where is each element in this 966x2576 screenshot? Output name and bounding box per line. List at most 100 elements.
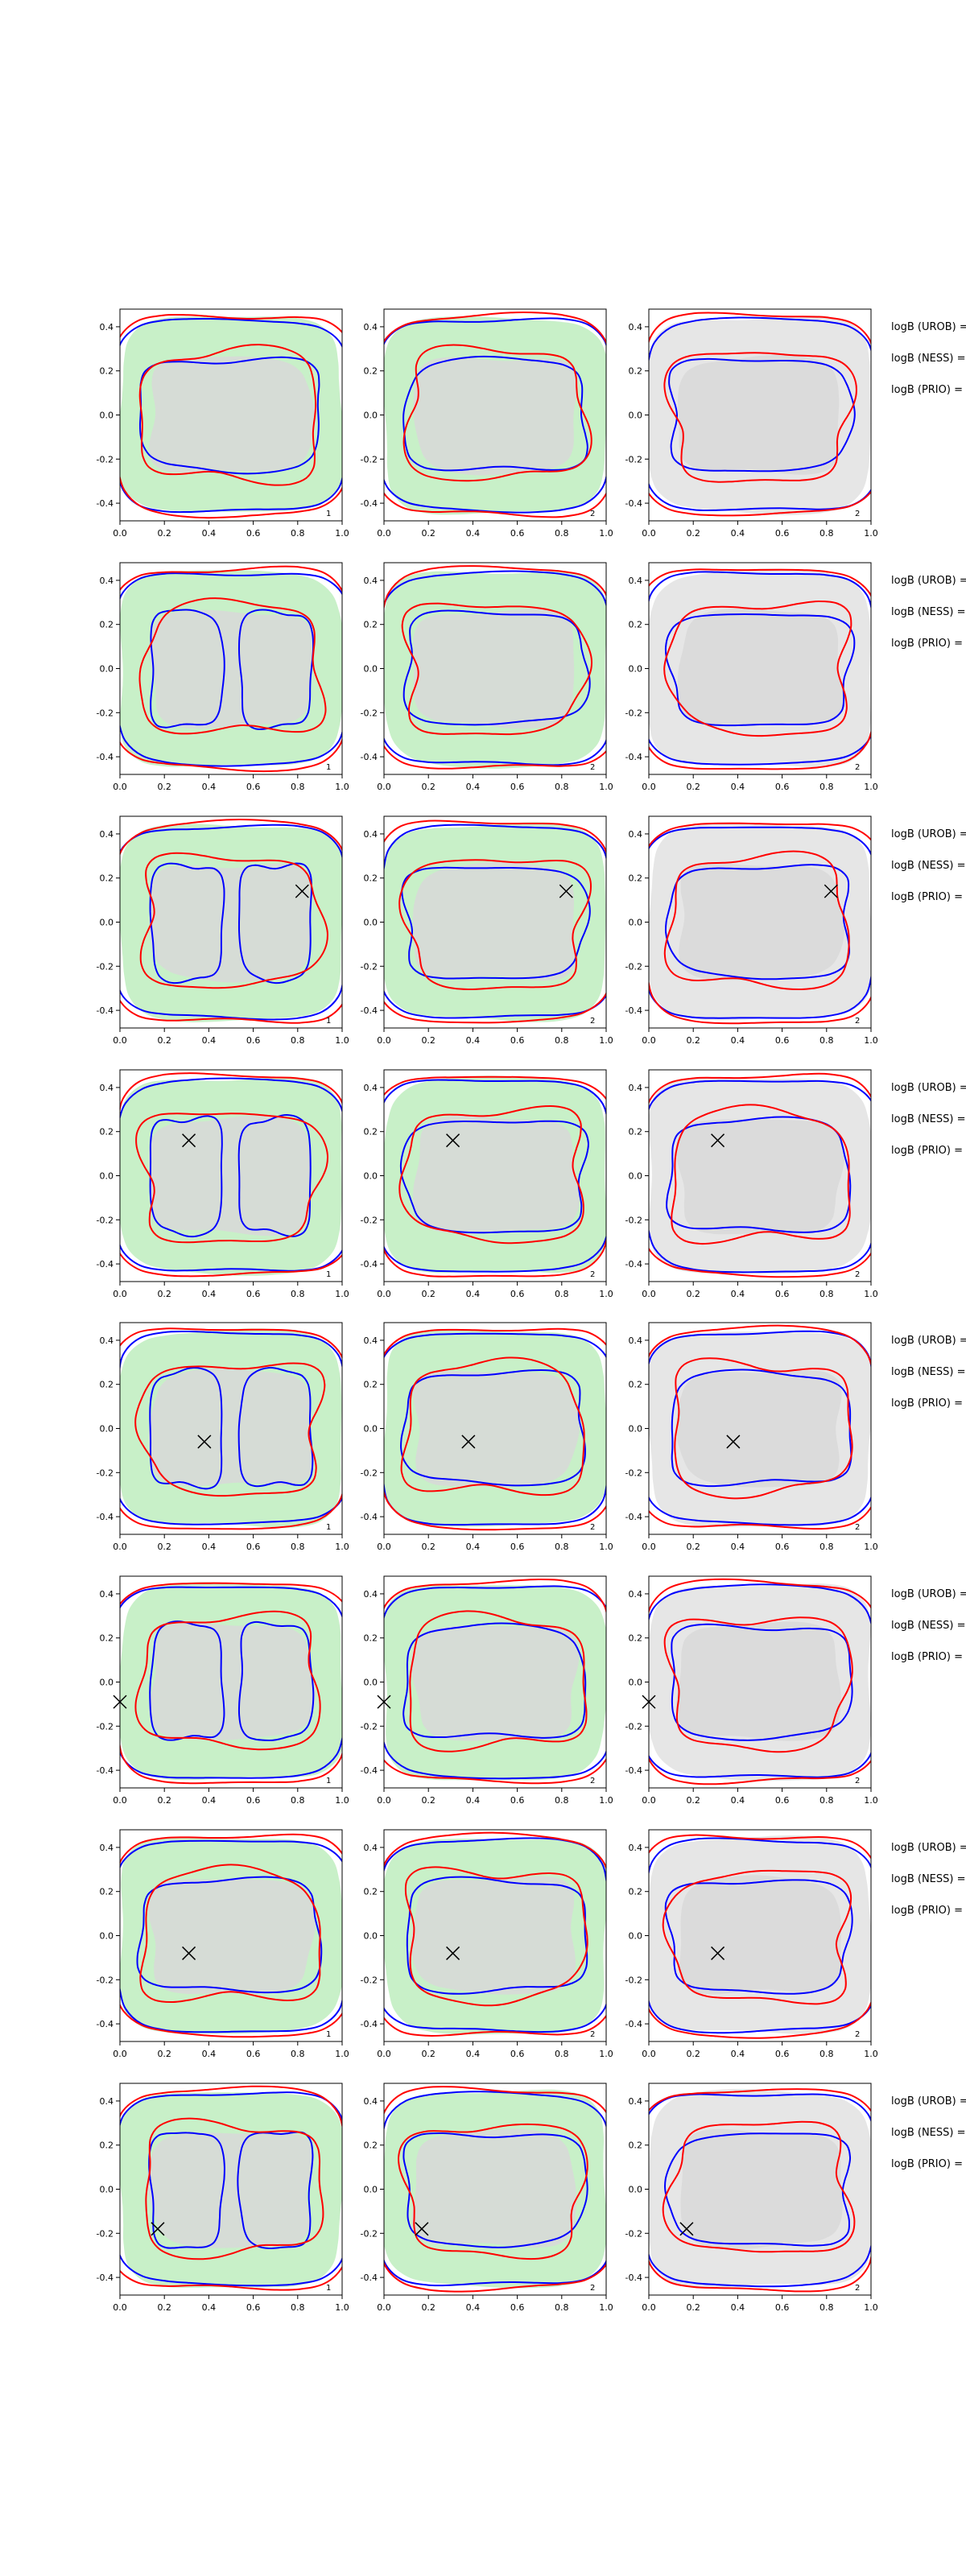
blue-inner-contour — [671, 1368, 852, 1488]
panel-number: 2 — [590, 763, 595, 772]
y-tick-label: -0.4 — [625, 1765, 642, 1776]
panel-r1-c3: 0.0 0.2 0.4 0.6 0.8 1.0 0.4 0.2 0.0 -0.2 -0.4 2 — [625, 308, 878, 539]
x-tick-label: 0.6 — [510, 1035, 525, 1046]
blue-inner-contour — [664, 2132, 852, 2247]
panel-number: 1 — [326, 1777, 331, 1785]
x-tick-label: 0.8 — [819, 2302, 834, 2313]
x-tick-label: 0.8 — [555, 782, 569, 792]
y-tick-label: 0.0 — [100, 1171, 114, 1182]
x-tick-label: 0.6 — [775, 2049, 790, 2059]
logb-label: logB (UROB) = — [891, 1842, 966, 1854]
gray-region — [413, 1370, 580, 1487]
x-tick-label: 0.8 — [819, 1035, 834, 1046]
y-tick-label: 0.0 — [100, 918, 114, 928]
red-inner-contour — [398, 1105, 584, 1245]
y-tick-label: 0.2 — [100, 2140, 114, 2151]
x-tick-label: 0.4 — [466, 782, 481, 792]
red-inner-contour — [134, 1362, 326, 1497]
logb-label: logB (PRIO) = — [891, 2158, 963, 2170]
y-tick-label: 0.4 — [364, 1335, 378, 1346]
y-tick-label: -0.2 — [97, 1975, 114, 1985]
gray-region — [149, 1622, 316, 1740]
y-tick-label: 0.2 — [100, 873, 114, 884]
y-tick-label: 0.4 — [100, 576, 114, 586]
x-tick-label: 1.0 — [864, 2302, 878, 2313]
red-outer-contour — [649, 1072, 871, 1278]
gray-region — [147, 2132, 315, 2248]
y-tick-label: 0.0 — [364, 2185, 378, 2195]
y-tick-label: -0.4 — [97, 1259, 114, 1269]
panel-r7-c2: 0.0 0.2 0.4 0.6 0.8 1.0 0.4 0.2 0.0 -0.2 -0.4 2 — [361, 1829, 613, 2059]
x-tick-label: 0.8 — [555, 1542, 569, 1552]
x-tick-label: 1.0 — [864, 1035, 878, 1046]
y-tick-label: 0.4 — [100, 322, 114, 332]
x-marker — [559, 884, 573, 898]
x-tick-label: 1.0 — [335, 1035, 349, 1046]
red-outer-contour — [649, 1834, 871, 2039]
red-inner-contour — [398, 859, 592, 991]
x-tick-label: 1.0 — [335, 782, 349, 792]
logb-label: logB (NESS) = — [891, 1366, 965, 1378]
panel-r4-c3: 0.0 0.2 0.4 0.6 0.8 1.0 0.4 0.2 0.0 -0.2 -0.4 2 — [625, 1069, 878, 1299]
x-tick-label: 0.4 — [731, 2302, 745, 2313]
x-tick-label: 0.2 — [157, 2049, 171, 2059]
red-inner-contour — [402, 344, 592, 482]
blue-outer-contour — [649, 1583, 871, 1778]
red-inner-contour — [662, 2120, 856, 2253]
x-tick-label: 0.0 — [642, 782, 656, 792]
y-tick-label: -0.4 — [361, 1005, 378, 1016]
x-tick-label: 1.0 — [335, 1795, 349, 1806]
x-tick-label: 1.0 — [335, 2302, 349, 2313]
panel-r5-c1: 0.0 0.2 0.4 0.6 0.8 1.0 0.4 0.2 0.0 -0.2 -0.4 1 — [97, 1322, 349, 1552]
x-marker — [182, 1946, 196, 1960]
panel-r8-c2: 0.0 0.2 0.4 0.6 0.8 1.0 0.4 0.2 0.0 -0.2 -0.4 2 — [361, 2083, 613, 2313]
logb-label: logB (UROB) = — [891, 1082, 966, 1094]
gray-region — [675, 1621, 841, 1741]
x-marker — [415, 2222, 429, 2236]
y-tick-label: 0.2 — [100, 620, 114, 630]
y-tick-label: 0.2 — [364, 873, 378, 884]
panel-number: 1 — [326, 1017, 331, 1026]
x-tick-label: 0.0 — [642, 1542, 656, 1552]
red-outer-contour — [649, 568, 871, 770]
logb-label: logB (NESS) = — [891, 1113, 965, 1125]
red-inner-contour — [671, 1104, 851, 1245]
y-tick-label: -0.4 — [625, 2019, 642, 2029]
x-marker — [711, 1133, 725, 1148]
x-tick-label: 0.6 — [775, 1289, 790, 1299]
gray-region — [149, 356, 316, 473]
y-tick-label: 0.2 — [364, 1380, 378, 1390]
y-tick-label: -0.4 — [625, 1259, 642, 1269]
gray-region — [148, 1368, 315, 1487]
logb-label: logB (NESS) = — [891, 353, 965, 365]
x-tick-label: 0.6 — [510, 782, 525, 792]
y-tick-label: 0.0 — [364, 664, 378, 675]
panel-number: 1 — [326, 763, 331, 772]
x-tick-label: 0.8 — [555, 528, 569, 539]
x-tick-label: 0.8 — [555, 1795, 569, 1806]
y-tick-label: 0.2 — [629, 620, 643, 630]
y-tick-label: -0.2 — [361, 454, 378, 464]
x-tick-label: 0.2 — [157, 1035, 171, 1046]
blue-inner-contour — [401, 866, 591, 980]
y-tick-label: -0.4 — [361, 752, 378, 762]
x-tick-label: 0.8 — [555, 1035, 569, 1046]
panel-r6-c2: 0.0 0.2 0.4 0.6 0.8 1.0 0.4 0.2 0.0 -0.2 -0.4 2 — [361, 1575, 613, 1806]
red-inner-contour — [404, 1866, 588, 2007]
gray-region — [680, 2128, 843, 2250]
x-tick-label: 0.0 — [642, 528, 656, 539]
panel-number: 2 — [855, 1017, 860, 1026]
x-marker — [446, 1946, 460, 1960]
blue-inner-contour — [402, 1622, 587, 1739]
blue-inner-contour — [668, 357, 856, 473]
x-tick-label: 0.4 — [466, 1795, 481, 1806]
blue-outer-contour — [649, 2093, 871, 2288]
y-tick-label: 0.2 — [100, 1633, 114, 1644]
x-tick-label: 0.0 — [377, 1542, 391, 1552]
blue-outer-contour — [649, 571, 871, 766]
blue-inner-contour — [148, 2132, 225, 2249]
y-tick-label: 0.4 — [629, 1589, 643, 1600]
panel-number: 1 — [326, 510, 331, 518]
y-tick-label: -0.2 — [97, 2228, 114, 2239]
